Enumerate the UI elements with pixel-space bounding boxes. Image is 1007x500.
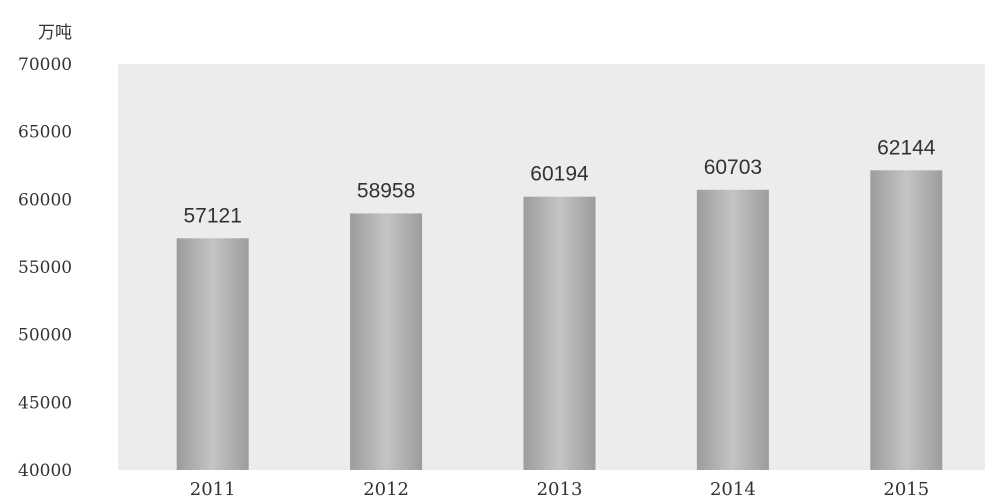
y-axis-unit-label: 万吨	[38, 23, 72, 43]
bar-2012	[350, 213, 423, 471]
bar-2015	[870, 170, 943, 470]
y-axis-ticks: 70000 65000 60000 55000 50000 45000 40000	[18, 55, 72, 481]
data-label-2012: 58958	[357, 179, 415, 202]
y-tick-label: 40000	[18, 461, 72, 481]
y-tick-label: 65000	[18, 123, 72, 143]
x-tick-label-2011: 2011	[190, 479, 236, 500]
y-tick-label: 60000	[18, 190, 72, 210]
data-label-2015: 62144	[877, 136, 936, 159]
y-tick-label: 45000	[18, 393, 72, 413]
y-tick-label: 70000	[18, 55, 72, 75]
x-axis-ticks: 2011 2012 2013 2014 2015	[190, 479, 929, 500]
x-tick-label-2015: 2015	[883, 479, 929, 500]
bar-2013	[523, 196, 596, 470]
y-tick-label: 55000	[18, 258, 72, 278]
x-tick-label-2012: 2012	[363, 479, 409, 500]
data-label-2011: 57121	[183, 204, 241, 227]
bar-2011	[176, 238, 249, 470]
x-tick-label-2014: 2014	[710, 479, 756, 500]
data-label-2013: 60194	[530, 163, 589, 186]
bar-2014	[696, 189, 769, 470]
bars	[176, 170, 943, 471]
data-labels: 57121 58958 60194 60703 62144	[183, 136, 935, 227]
y-tick-label: 50000	[18, 326, 72, 346]
data-label-2014: 60703	[704, 156, 762, 179]
x-tick-label-2013: 2013	[537, 479, 583, 500]
